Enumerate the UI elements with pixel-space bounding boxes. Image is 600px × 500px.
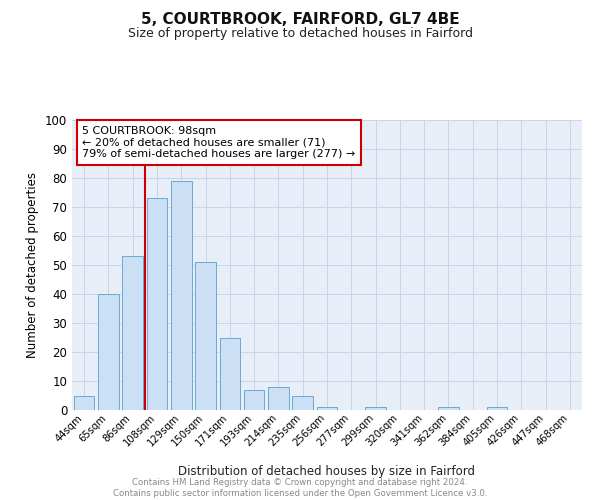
Bar xyxy=(171,181,191,410)
Bar xyxy=(220,338,240,410)
Text: Contains HM Land Registry data © Crown copyright and database right 2024.
Contai: Contains HM Land Registry data © Crown c… xyxy=(113,478,487,498)
Text: 5 COURTBROOK: 98sqm
← 20% of detached houses are smaller (71)
79% of semi-detach: 5 COURTBROOK: 98sqm ← 20% of detached ho… xyxy=(82,126,355,159)
Bar xyxy=(317,407,337,410)
Bar xyxy=(365,407,386,410)
Bar xyxy=(98,294,119,410)
Text: Size of property relative to detached houses in Fairford: Size of property relative to detached ho… xyxy=(128,28,473,40)
Bar xyxy=(292,396,313,410)
Bar xyxy=(487,407,508,410)
Y-axis label: Number of detached properties: Number of detached properties xyxy=(26,172,40,358)
Bar xyxy=(438,407,459,410)
Bar xyxy=(146,198,167,410)
Bar xyxy=(244,390,265,410)
Bar xyxy=(122,256,143,410)
Bar xyxy=(74,396,94,410)
Text: 5, COURTBROOK, FAIRFORD, GL7 4BE: 5, COURTBROOK, FAIRFORD, GL7 4BE xyxy=(140,12,460,28)
Text: Distribution of detached houses by size in Fairford: Distribution of detached houses by size … xyxy=(179,464,476,477)
Bar xyxy=(195,262,216,410)
Bar xyxy=(268,387,289,410)
